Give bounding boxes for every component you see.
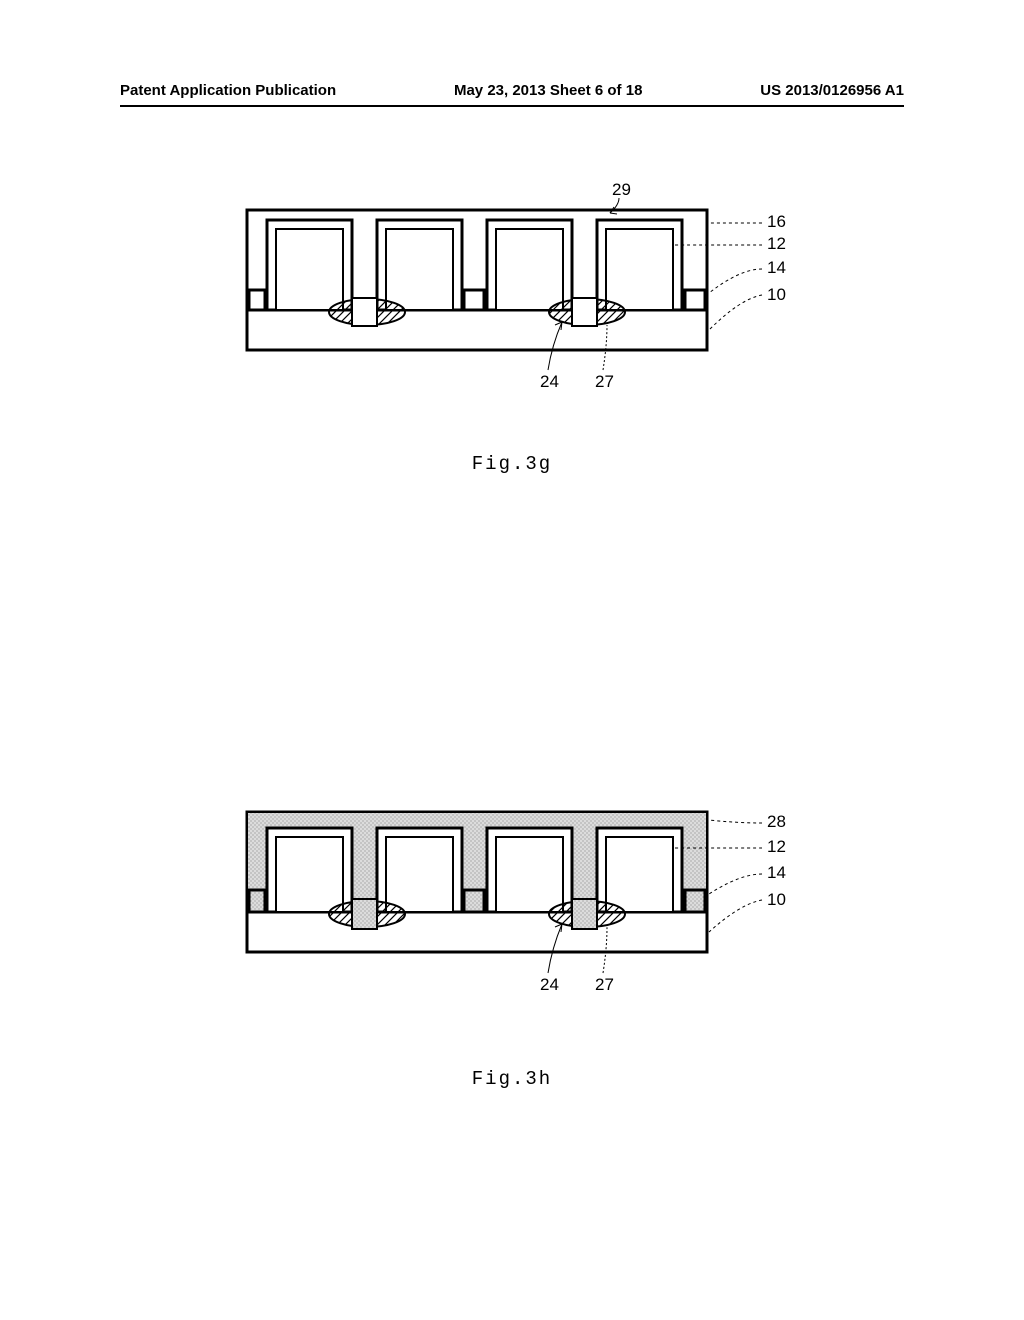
svg-text:27: 27 [595, 372, 614, 391]
caption-3h: Fig.3h [192, 1068, 832, 1090]
svg-text:16: 16 [767, 212, 786, 231]
svg-text:28: 28 [767, 812, 786, 831]
svg-text:10: 10 [767, 890, 786, 909]
svg-text:10: 10 [767, 285, 786, 304]
svg-text:12: 12 [767, 837, 786, 856]
svg-text:24: 24 [540, 975, 559, 994]
svg-text:27: 27 [595, 975, 614, 994]
header-left: Patent Application Publication [120, 82, 336, 99]
header-right: US 2013/0126956 A1 [760, 82, 904, 99]
figure-3h: 28 12 14 10 24 27 Fig.3h [192, 790, 832, 1090]
page-header: Patent Application Publication May 23, 2… [0, 82, 1024, 99]
svg-text:14: 14 [767, 258, 786, 277]
svg-text:12: 12 [767, 234, 786, 253]
svg-text:14: 14 [767, 863, 786, 882]
svg-text:24: 24 [540, 372, 559, 391]
header-center: May 23, 2013 Sheet 6 of 18 [454, 82, 642, 99]
caption-3g: Fig.3g [192, 453, 832, 475]
figure-3g: 29 16 12 14 10 24 27 Fig.3g [192, 175, 832, 475]
figure-3g-svg: 29 16 12 14 10 24 27 [192, 175, 832, 395]
header-rule [120, 105, 904, 107]
figure-3h-svg: 28 12 14 10 24 27 [192, 790, 832, 1010]
label-29: 29 [612, 180, 631, 199]
